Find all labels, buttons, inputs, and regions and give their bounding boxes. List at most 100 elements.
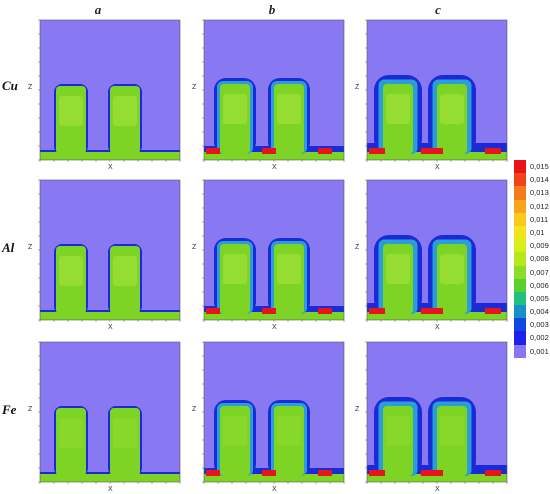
hot-spot — [318, 308, 332, 314]
pillar-gradient — [277, 416, 301, 446]
contour-plot — [202, 19, 345, 162]
row-header-cu: Cu — [2, 78, 18, 93]
column-header-c: c — [435, 2, 441, 17]
substrate-fill — [367, 474, 507, 482]
contour-plot — [38, 179, 181, 322]
legend-label: 0,014 — [530, 175, 549, 185]
legend-label: 0,009 — [530, 241, 549, 251]
hot-spot — [485, 470, 501, 476]
legend-label: 0,013 — [530, 188, 549, 198]
substrate-fill — [40, 474, 180, 482]
legend-swatch — [514, 212, 526, 226]
x-axis-label: X — [435, 164, 440, 171]
legend-label: 0,006 — [530, 280, 549, 290]
legend-swatch — [514, 265, 526, 279]
contour-plot — [38, 19, 181, 162]
contour-plot — [38, 341, 181, 484]
legend-label: 0,001 — [530, 346, 549, 356]
x-axis-label: X — [108, 164, 113, 171]
legend-row: 0,013 — [514, 186, 550, 200]
z-axis-label: Z — [192, 244, 197, 251]
z-axis-label: Z — [28, 84, 33, 91]
pillar-gradient — [113, 96, 137, 126]
legend-swatch — [514, 344, 526, 358]
column-header-b: b — [268, 2, 276, 17]
hot-spot — [206, 308, 220, 314]
hot-spot — [421, 470, 443, 476]
hot-spot — [262, 148, 276, 154]
legend-swatch — [514, 160, 526, 174]
legend-swatch — [514, 239, 526, 253]
hot-spot — [421, 148, 443, 154]
legend-label: 0,007 — [530, 267, 549, 277]
x-axis-label: X — [272, 324, 277, 331]
legend-swatch — [514, 278, 526, 292]
substrate-fill — [204, 474, 344, 482]
hot-spot — [206, 470, 220, 476]
pillar-fill — [110, 408, 140, 476]
legend-swatch — [514, 186, 526, 200]
pillar-gradient — [59, 418, 83, 448]
substrate-fill — [204, 312, 344, 320]
hot-spot — [262, 308, 276, 314]
hot-spot — [262, 470, 276, 476]
row-header-al: Al — [2, 240, 15, 255]
x-axis-label: X — [108, 324, 113, 331]
pillar-gradient — [59, 256, 83, 286]
legend-swatch — [514, 225, 526, 240]
legend-row: 0,003 — [514, 318, 550, 332]
legend-row: 0,007 — [514, 265, 550, 279]
hot-spot — [369, 470, 385, 476]
contour-plot — [365, 341, 508, 484]
pillar-gradient — [223, 416, 247, 446]
legend-swatch — [514, 331, 526, 345]
substrate-fill — [367, 312, 507, 320]
legend-label: 0,008 — [530, 254, 549, 264]
hot-spot — [485, 308, 501, 314]
substrate-fill — [40, 312, 180, 320]
legend-row: 0,015 — [514, 160, 550, 174]
pillar-gradient — [113, 256, 137, 286]
legend-row: 0,008 — [514, 252, 550, 266]
pillar-gradient — [277, 94, 301, 124]
contour-plot — [202, 341, 345, 484]
legend-row: 0,009 — [514, 239, 550, 253]
hot-spot — [369, 148, 385, 154]
pillar-gradient — [440, 94, 464, 124]
row-header-fe: Fe — [2, 402, 17, 417]
legend-swatch — [514, 173, 526, 187]
z-axis-label: Z — [28, 244, 33, 251]
legend-row: 0,012 — [514, 199, 550, 213]
z-axis-label: Z — [28, 406, 33, 413]
hot-spot — [421, 308, 443, 314]
pillar-gradient — [223, 94, 247, 124]
pillar-gradient — [386, 254, 410, 284]
legend-row: 0,004 — [514, 305, 550, 319]
pillar-gradient — [113, 418, 137, 448]
pillar-gradient — [277, 254, 301, 284]
pillar-fill — [437, 406, 467, 476]
x-axis-label: X — [272, 486, 277, 493]
legend-row: 0,002 — [514, 331, 550, 345]
legend-swatch — [514, 291, 526, 306]
legend-label: 0,012 — [530, 201, 549, 211]
pillar-fill — [383, 406, 413, 476]
legend-row: 0,006 — [514, 278, 550, 292]
pillar-gradient — [440, 254, 464, 284]
legend-label: 0,011 — [530, 214, 549, 224]
x-axis-label: X — [108, 486, 113, 493]
substrate-fill — [367, 152, 507, 160]
z-axis-label: Z — [355, 84, 360, 91]
x-axis-label: X — [272, 164, 277, 171]
z-axis-label: Z — [355, 406, 360, 413]
z-axis-label: Z — [355, 244, 360, 251]
hot-spot — [206, 148, 220, 154]
hot-spot — [369, 308, 385, 314]
